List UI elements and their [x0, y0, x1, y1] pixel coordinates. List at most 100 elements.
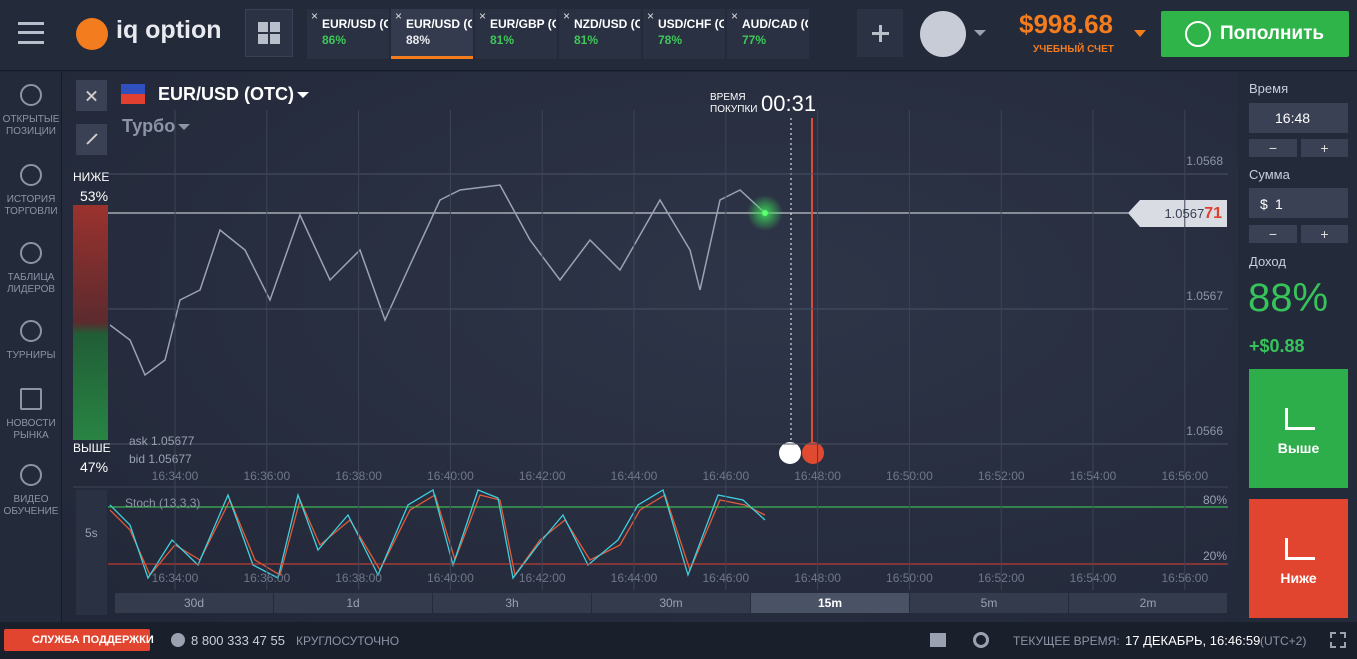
tab-payout: 81% — [490, 33, 515, 47]
asset-flag — [121, 84, 145, 104]
currency: $ — [1260, 196, 1268, 212]
stoch-level: 20% — [1203, 549, 1227, 563]
sidebar-icon[interactable] — [20, 464, 42, 486]
asset-tab[interactable] — [559, 9, 641, 59]
current-time-label: ТЕКУЩЕЕ ВРЕМЯ: — [1013, 634, 1120, 648]
timeframe[interactable]: 5m — [910, 593, 1068, 613]
asset-tab[interactable] — [727, 9, 809, 59]
time-label: 16:42:00 — [519, 571, 566, 585]
mode[interactable]: Турбо — [122, 116, 176, 136]
time-label: 16:46:00 — [702, 571, 749, 585]
income-value: +$0.88 — [1249, 336, 1305, 356]
time-label: 16:36:00 — [243, 469, 290, 483]
phone-icon — [171, 633, 185, 647]
timeframe[interactable]: 15m — [751, 593, 909, 613]
time-label: 16:44:00 — [611, 469, 658, 483]
amount-field[interactable] — [1249, 188, 1348, 218]
balance-caret — [1134, 30, 1146, 37]
time-label: 16:50:00 — [886, 571, 933, 585]
fullscreen-icon[interactable] — [1330, 632, 1346, 648]
plus-button[interactable]: + — [1301, 225, 1348, 243]
asset-tab[interactable] — [643, 9, 725, 59]
asset-tab[interactable] — [307, 9, 389, 59]
timezone: (UTC+2) — [1260, 634, 1307, 648]
amount-label: Сумма — [1249, 167, 1290, 182]
tab-close[interactable]: × — [311, 9, 319, 23]
timeframe[interactable]: 30m — [592, 593, 750, 613]
interval[interactable]: 5s — [85, 526, 98, 540]
sidebar-label[interactable]: ТАБЛИЦА ЛИДЕРОВ — [6, 272, 56, 295]
time-label: 16:50:00 — [886, 469, 933, 483]
asset-name[interactable]: EUR/USD (OTC) — [158, 84, 294, 104]
timeframe[interactable]: 2m — [1069, 593, 1227, 613]
timeframe[interactable]: 1d — [274, 593, 432, 613]
support-label[interactable]: СЛУЖБА ПОДДЕРЖКИ — [32, 634, 154, 646]
time-label: 16:34:00 — [152, 469, 199, 483]
menu-button[interactable] — [18, 22, 44, 44]
grid-icon — [258, 22, 268, 32]
time-field[interactable] — [1249, 103, 1348, 133]
grid-icon — [270, 34, 280, 44]
down-label[interactable]: Ниже — [1280, 570, 1317, 586]
sidebar-icon[interactable] — [20, 388, 42, 410]
sidebar-label[interactable]: ОТКРЫТЫЕ ПОЗИЦИИ — [2, 114, 60, 137]
time-label: 16:44:00 — [611, 571, 658, 585]
stoch-d-line — [109, 488, 766, 580]
avatar-caret — [974, 30, 986, 36]
grid-button[interactable] — [245, 9, 293, 57]
price-label-box — [1128, 200, 1227, 227]
timeframe[interactable]: 3h — [433, 593, 591, 613]
sidebar-label[interactable]: ТУРНИРЫ — [6, 350, 56, 361]
avatar[interactable] — [920, 11, 966, 57]
time-label: 16:40:00 — [427, 469, 474, 483]
time-label: 16:54:00 — [1070, 469, 1117, 483]
tab-close[interactable]: × — [647, 9, 655, 23]
minus-button[interactable]: − — [1249, 139, 1297, 157]
minus-button[interactable]: − — [1249, 225, 1297, 243]
mode-caret — [178, 124, 190, 130]
timeframe[interactable]: 30d — [115, 593, 273, 613]
sidebar-icon[interactable] — [20, 242, 42, 264]
sidebar-label[interactable]: ВИДЕО ОБУЧЕНИЕ — [3, 494, 59, 517]
deposit-label[interactable]: Пополнить — [1220, 23, 1325, 44]
ask-label: ask 1.05677 — [129, 434, 195, 448]
buy-time: 00:31 — [761, 91, 817, 116]
time-label: 16:48:00 — [794, 469, 841, 483]
tab-payout: 88% — [406, 33, 431, 47]
sentiment-bar — [73, 205, 108, 440]
income-pct: 88% — [1248, 276, 1329, 320]
tab-pair: NZD/USD (O — [574, 17, 640, 31]
plus-button[interactable]: + — [1301, 139, 1348, 157]
asset-tab[interactable] — [475, 9, 557, 59]
price-level-label: 1.0567 — [1186, 289, 1223, 303]
tab-pair: AUD/CAD (OTC) — [742, 17, 808, 31]
tab-close[interactable]: × — [395, 9, 403, 23]
tab-close[interactable]: × — [731, 9, 739, 23]
tab-close[interactable]: × — [563, 9, 571, 23]
time-label: Время — [1249, 81, 1289, 96]
time-label: 16:38:00 — [335, 469, 382, 483]
sidebar-label[interactable]: НОВОСТИ РЫНКА — [6, 418, 56, 441]
down-icon — [1285, 538, 1315, 560]
time-label: 16:40:00 — [427, 571, 474, 585]
flag-icon — [802, 442, 824, 464]
time-label: 16:34:00 — [152, 571, 199, 585]
support-button[interactable] — [4, 629, 150, 651]
tab-close[interactable]: × — [479, 9, 487, 23]
price-level-label: 1.0566 — [1186, 424, 1223, 438]
sidebar-icon[interactable] — [20, 320, 42, 342]
up-icon — [1285, 408, 1315, 430]
sound-icon[interactable] — [930, 633, 946, 647]
time-label: 16:54:00 — [1070, 571, 1117, 585]
settings-icon[interactable] — [973, 632, 989, 648]
up-label[interactable]: Выше — [1277, 440, 1320, 456]
sidebar-icon[interactable] — [20, 84, 42, 106]
asset-tab[interactable] — [391, 9, 473, 59]
sidebar-icon[interactable] — [20, 164, 42, 186]
stoch-k-line — [109, 494, 766, 577]
time-label: 16:38:00 — [335, 571, 382, 585]
balance[interactable]: $998.68 — [1019, 9, 1113, 39]
sidebar-label[interactable]: ИСТОРИЯ ТОРГОВЛИ — [4, 194, 58, 217]
time-label: 16:52:00 — [978, 571, 1025, 585]
